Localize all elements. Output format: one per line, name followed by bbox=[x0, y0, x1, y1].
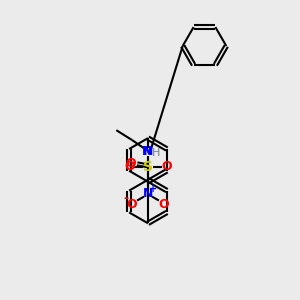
Text: N: N bbox=[142, 146, 152, 158]
Text: O: O bbox=[161, 160, 172, 173]
Text: O: O bbox=[159, 198, 169, 211]
Text: N: N bbox=[143, 187, 153, 200]
Text: O: O bbox=[127, 198, 137, 211]
Text: O: O bbox=[124, 160, 134, 173]
Text: O: O bbox=[126, 158, 136, 170]
Text: H: H bbox=[152, 148, 160, 158]
Text: S: S bbox=[143, 160, 153, 174]
Text: N: N bbox=[143, 146, 153, 158]
Text: +: + bbox=[149, 184, 157, 194]
Text: -: - bbox=[124, 192, 129, 205]
